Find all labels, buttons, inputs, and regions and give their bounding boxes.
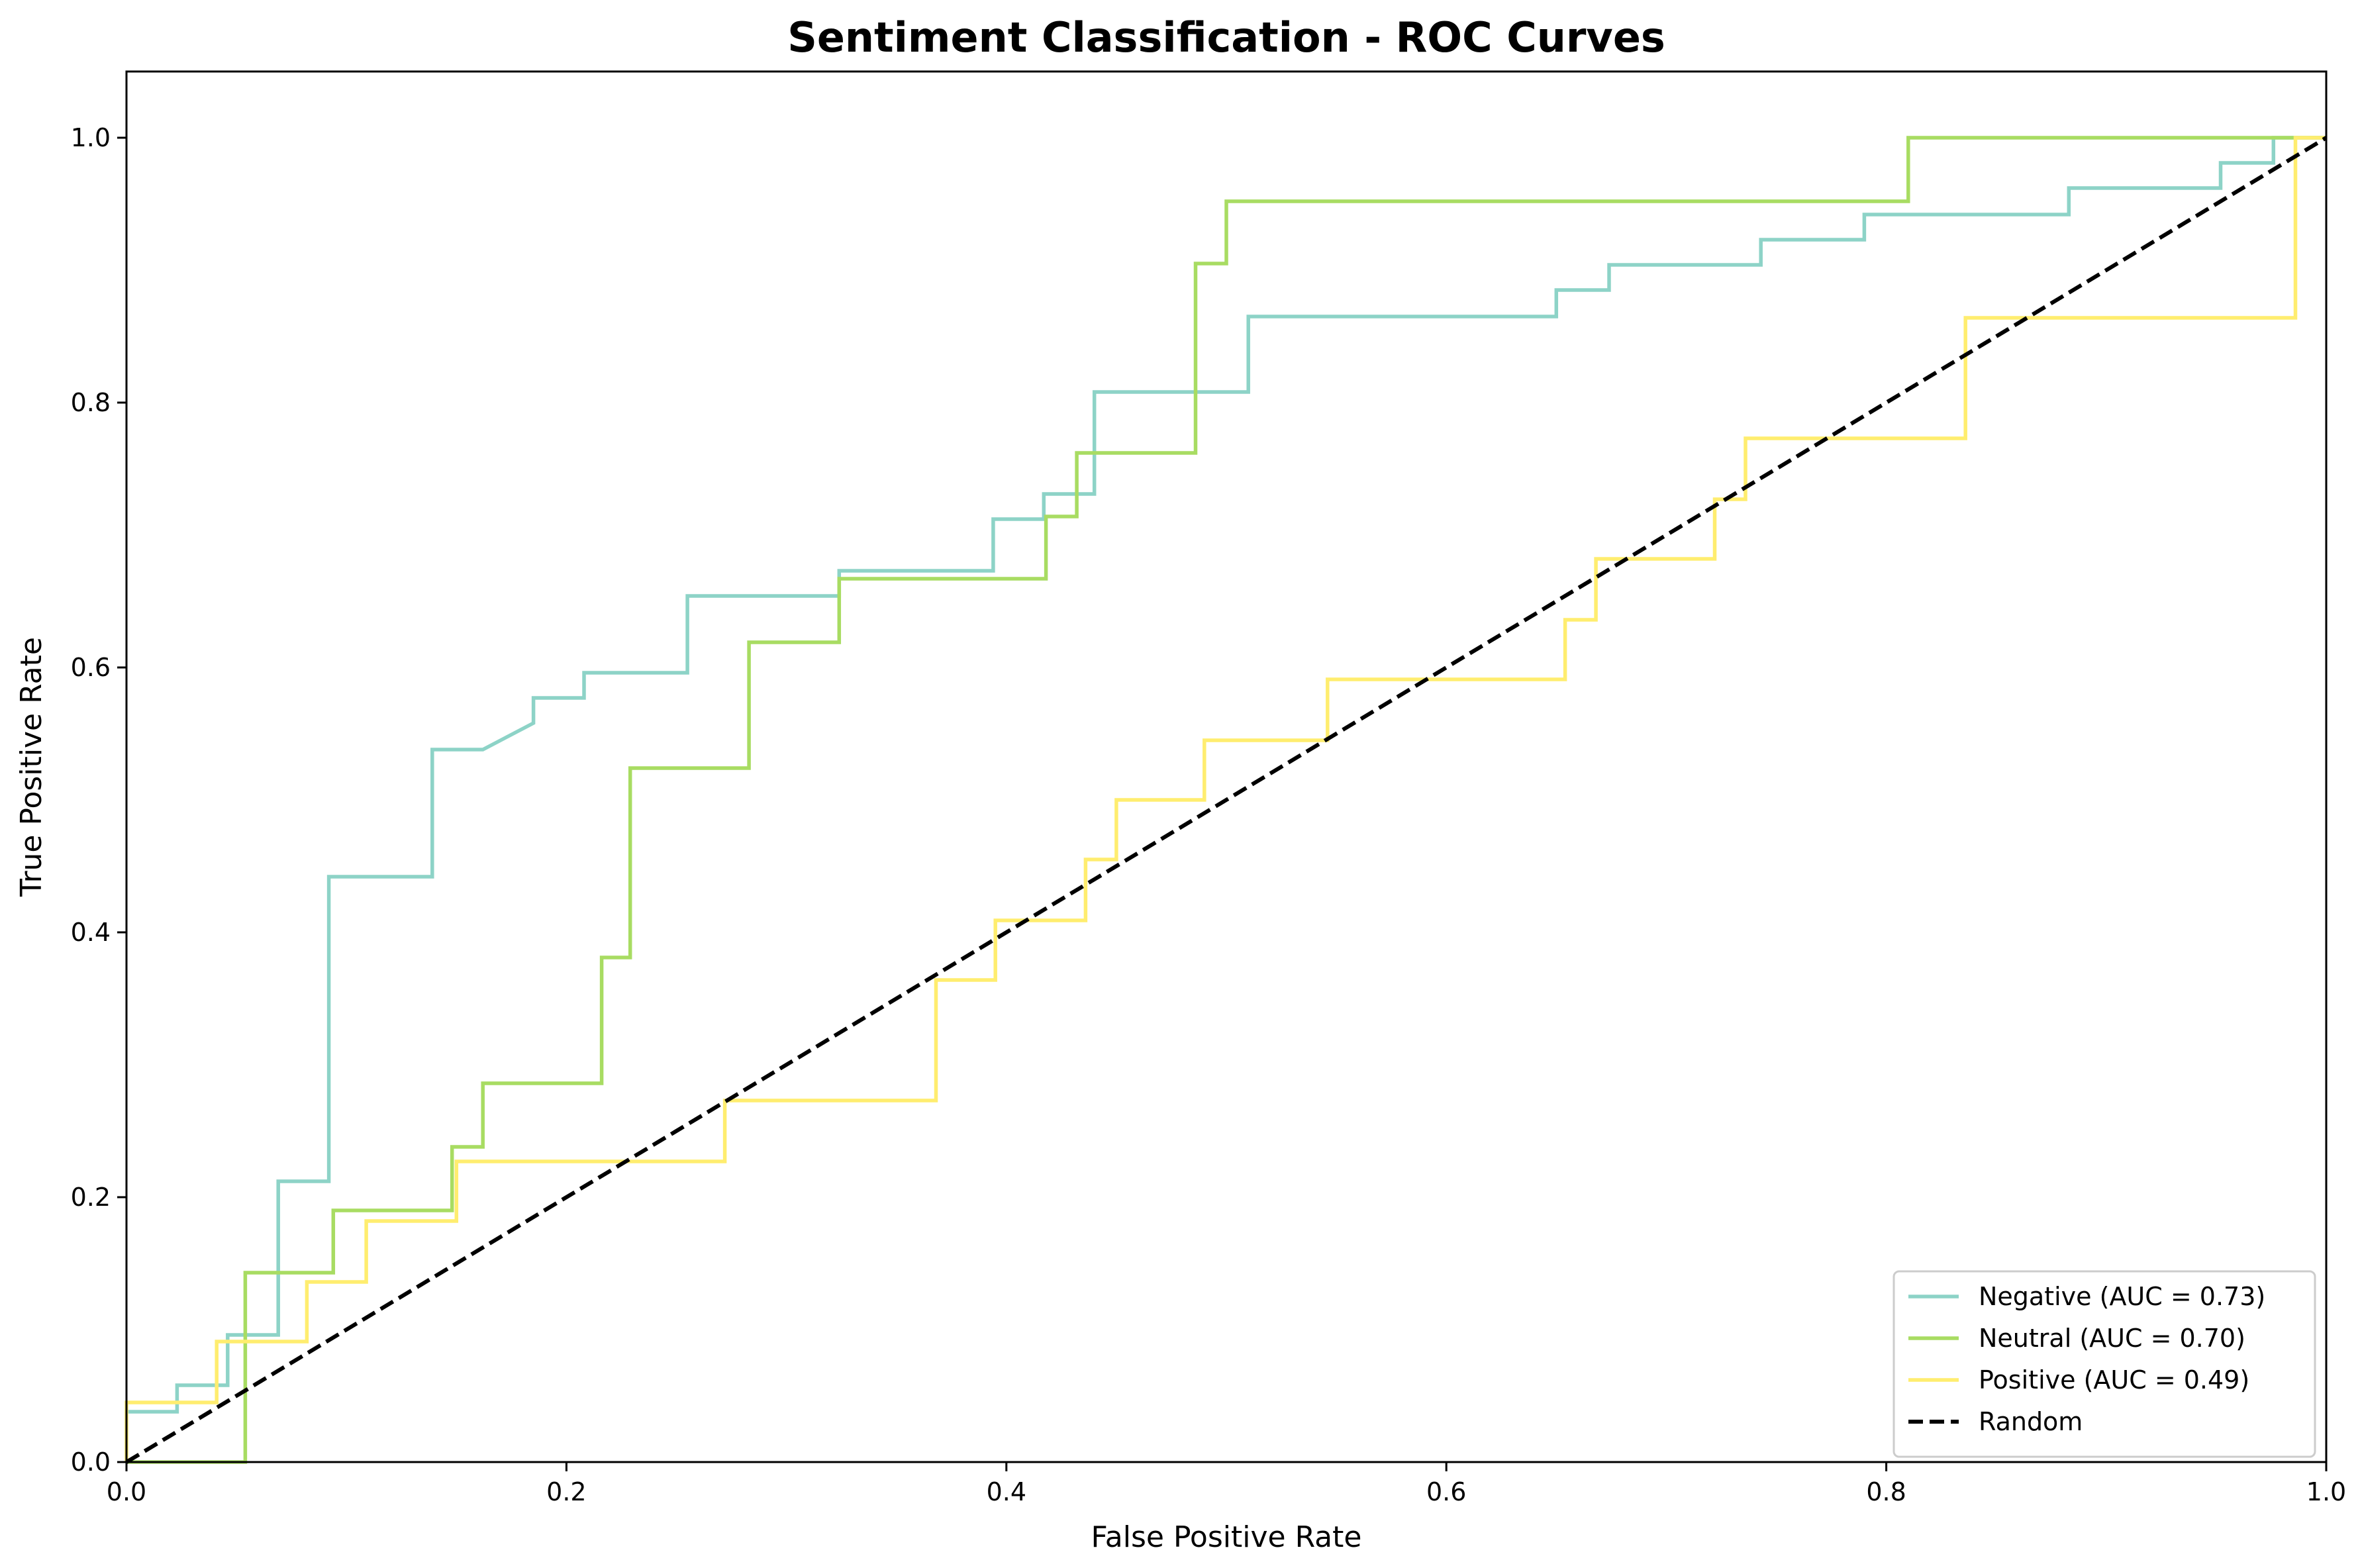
x-tick-label: 0.4 (987, 1477, 1026, 1506)
legend-label: Negative (AUC = 0.73) (1979, 1282, 2265, 1311)
y-axis-label: True Positive Rate (15, 637, 48, 897)
legend: Negative (AUC = 0.73) Neutral (AUC = 0.70… (1893, 1270, 2316, 1458)
legend-label: Random (1979, 1407, 2083, 1436)
x-axis-ticks: 0.0 0.2 0.4 0.6 0.8 1.0 (107, 1462, 2346, 1506)
plot-frame (125, 70, 2328, 1463)
x-tick-label: 0.0 (107, 1477, 146, 1506)
legend-label: Positive (AUC = 0.49) (1979, 1365, 2249, 1395)
y-tick-label: 0.0 (71, 1447, 111, 1477)
y-tick-label: 0.8 (71, 388, 111, 417)
series-line-negative (124, 136, 2326, 1462)
legend-box (1893, 1270, 2316, 1458)
y-tick-label: 0.2 (71, 1183, 111, 1212)
series-line-positive (124, 136, 2326, 1462)
series-line-neutral (126, 136, 2326, 1464)
series-line-random (125, 136, 2328, 1464)
x-tick-label: 0.2 (546, 1477, 586, 1506)
y-axis-ticks: 0.0 0.2 0.4 0.6 0.8 1.0 (71, 123, 126, 1477)
x-tick-label: 0.8 (1866, 1477, 1906, 1506)
x-tick-label: 0.6 (1426, 1477, 1466, 1506)
y-tick-label: 0.4 (71, 918, 111, 947)
x-axis-label: False Positive Rate (1091, 1520, 1362, 1554)
series-layer (124, 136, 2328, 1464)
legend-label: Neutral (AUC = 0.70) (1979, 1324, 2245, 1353)
chart-title: Sentiment Classification - ROC Curves (787, 13, 1665, 62)
y-tick-label: 1.0 (71, 123, 111, 152)
x-tick-label: 1.0 (2306, 1477, 2346, 1506)
y-tick-label: 0.6 (71, 653, 111, 682)
